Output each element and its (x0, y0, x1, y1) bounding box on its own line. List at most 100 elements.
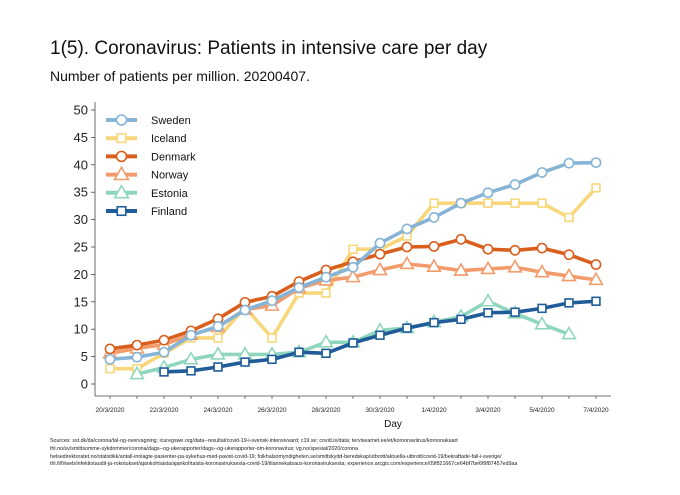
data-point (347, 261, 359, 273)
x-tick-label: 20/3/2020 (96, 407, 125, 414)
data-point (455, 233, 467, 245)
data-point (402, 323, 412, 333)
data-point (537, 303, 547, 314)
data-point (115, 150, 128, 163)
data-point (129, 365, 145, 380)
data-point (428, 212, 440, 223)
legend-label: Sweden (151, 115, 191, 127)
data-point (509, 179, 521, 190)
data-point (372, 261, 388, 276)
data-point (131, 339, 143, 351)
data-point (321, 288, 331, 298)
data-point (375, 330, 385, 340)
y-tick-label: 35 (74, 185, 88, 200)
y-tick-label: 40 (74, 157, 88, 172)
data-point (590, 157, 602, 169)
data-point (320, 271, 332, 283)
x-tick-label: 7/4/2020 (583, 407, 609, 414)
data-point (588, 271, 604, 286)
y-tick-label: 20 (74, 267, 88, 282)
data-point (536, 242, 548, 254)
legend-label: Norway (151, 170, 189, 182)
data-point (453, 262, 469, 276)
chart-title: 1(5). Coronavirus: Patients in intensive… (50, 38, 488, 59)
y-tick-label: 30 (74, 212, 88, 227)
data-point (482, 243, 494, 255)
data-point (293, 282, 305, 293)
data-point (483, 308, 493, 318)
sources-line: helsedirektoratet.no/statistikk/antall-i… (50, 453, 502, 460)
data-point (113, 184, 130, 199)
data-point (131, 351, 143, 363)
y-axis: 0 5 10 15 20 25 30 35 40 45 50 (74, 103, 95, 392)
sources-footnote: Sources: sst.dk/da/corona/tal-og-overvag… (50, 438, 670, 469)
data-point (564, 212, 574, 223)
x-tick-label: 30/3/2020 (366, 407, 395, 414)
data-point (213, 333, 223, 343)
data-point (429, 198, 439, 208)
data-point (321, 348, 331, 359)
data-point (591, 296, 601, 306)
data-point (590, 259, 602, 270)
data-point (239, 304, 251, 316)
sources-line: Sources: sst.dk/da/corona/tal-og-overvag… (50, 438, 458, 444)
data-point (185, 329, 197, 341)
data-point (426, 258, 442, 273)
series-line (108, 237, 598, 351)
legend-label: Estonia (151, 188, 189, 200)
data-point (510, 198, 520, 208)
data-point (104, 353, 116, 365)
data-point (159, 367, 169, 377)
data-point (294, 347, 304, 357)
series-finland (159, 296, 601, 377)
y-tick-label: 25 (74, 240, 88, 255)
data-point (105, 363, 115, 374)
data-point (401, 241, 413, 253)
data-point (429, 317, 439, 328)
data-point (348, 338, 358, 348)
data-point (240, 357, 250, 367)
x-tick-label: 24/3/2020 (204, 407, 233, 414)
x-axis-label: Day (384, 419, 402, 430)
data-point (564, 298, 574, 308)
data-point (561, 325, 577, 340)
data-point (537, 198, 547, 208)
legend-item-sweden: Sweden (106, 114, 191, 127)
series-lines (102, 157, 604, 380)
data-point (509, 244, 521, 256)
data-point (455, 197, 467, 209)
y-tick-label: 5 (81, 349, 88, 364)
chart-subtitle: Number of patients per million. 20200407… (50, 68, 310, 84)
data-point (482, 187, 494, 199)
data-point (183, 351, 199, 365)
data-point (158, 346, 170, 358)
legend-label: Denmark (151, 151, 196, 163)
x-tick-label: 3/4/2020 (475, 407, 501, 414)
data-point (480, 260, 496, 275)
data-point (374, 248, 386, 260)
x-tick-label: 22/3/2020 (150, 407, 179, 414)
legend-item-denmark: Denmark (106, 150, 196, 163)
data-point (534, 316, 550, 330)
legend: Sweden Iceland Denmark Norway Estonia Finland (106, 114, 196, 218)
data-point (536, 167, 548, 178)
data-point (348, 244, 358, 254)
data-point (186, 366, 196, 376)
data-point (563, 249, 575, 261)
data-point (113, 165, 130, 181)
legend-item-finland: Finland (106, 205, 187, 218)
data-point (563, 157, 575, 169)
data-point (483, 198, 493, 208)
y-tick-label: 15 (74, 294, 88, 309)
legend-item-norway: Norway (106, 165, 189, 182)
legend-label: Iceland (151, 133, 186, 145)
y-tick-label: 50 (74, 103, 88, 118)
x-tick-label: 26/3/2020 (258, 407, 287, 414)
data-point (116, 205, 127, 217)
x-axis: 20/3/2020 22/3/2020 24/3/2020 26/3/2020 28/3… (96, 396, 609, 414)
y-tick-label: 10 (74, 322, 88, 337)
data-point (399, 255, 415, 270)
data-point (401, 223, 413, 235)
data-point (266, 295, 278, 307)
